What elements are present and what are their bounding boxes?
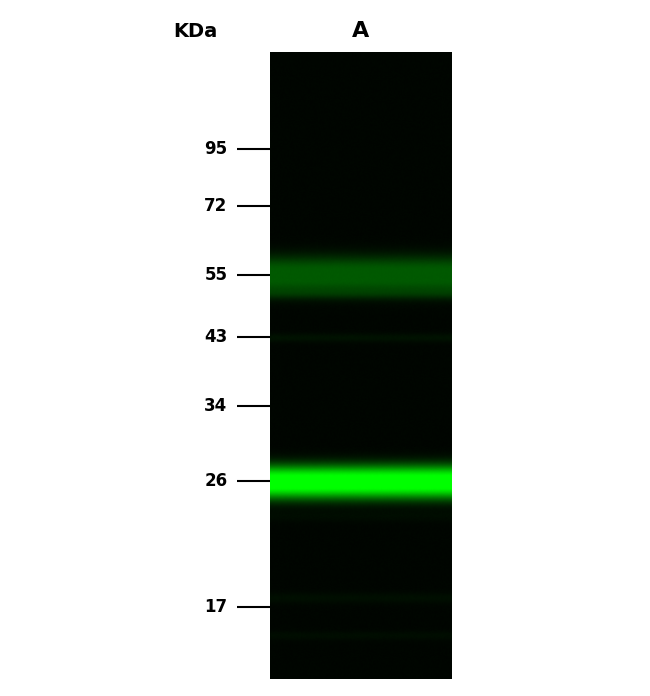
Text: KDa: KDa [173, 22, 217, 41]
Text: 26: 26 [204, 473, 227, 490]
Text: 34: 34 [204, 397, 227, 415]
Text: 95: 95 [204, 141, 227, 158]
Text: 55: 55 [205, 266, 228, 283]
Text: 72: 72 [204, 197, 227, 214]
Bar [270, 52, 452, 679]
Text: 17: 17 [204, 598, 227, 615]
Text: A: A [352, 22, 369, 41]
Text: 43: 43 [204, 329, 227, 346]
